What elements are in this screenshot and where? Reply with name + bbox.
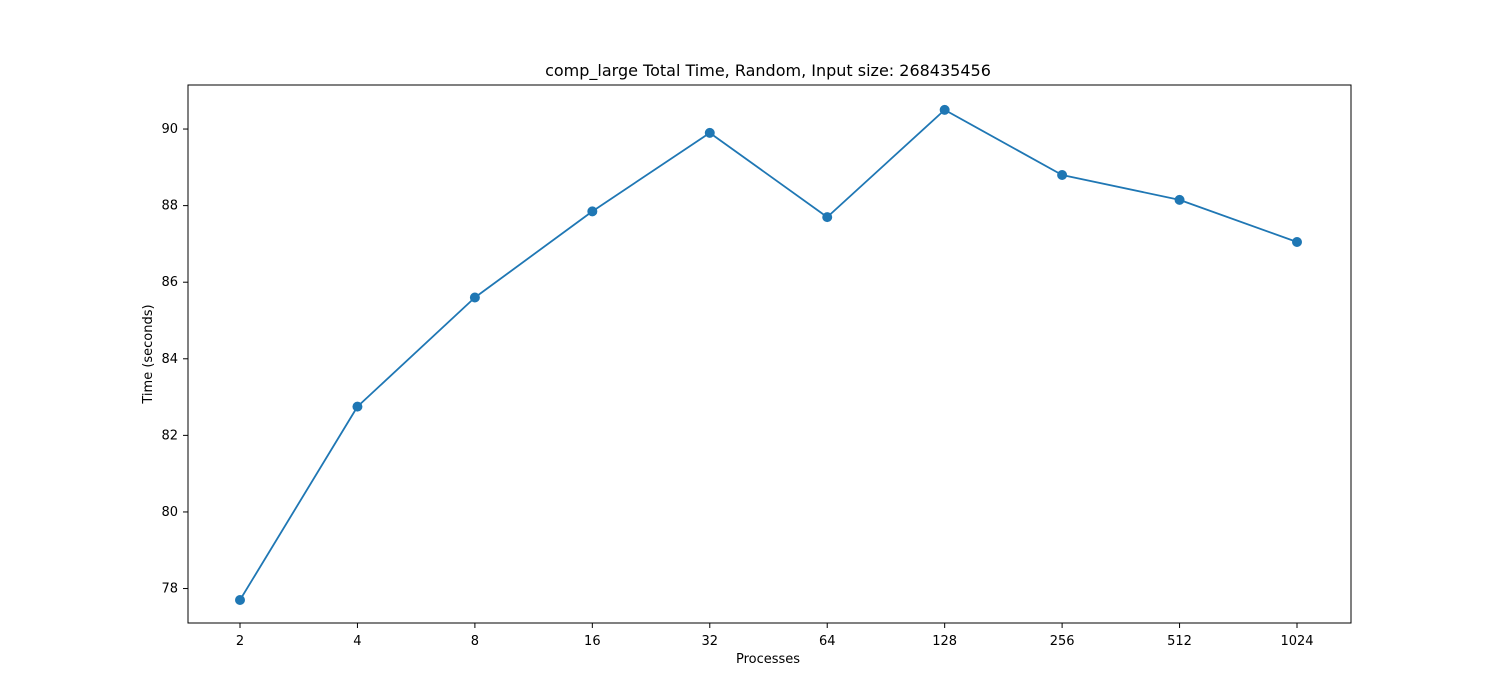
y-tick-label: 86 <box>161 275 178 290</box>
data-point <box>587 206 598 217</box>
data-point <box>939 104 950 115</box>
x-tick-label: 32 <box>702 634 719 649</box>
y-tick-label: 90 <box>161 122 178 137</box>
y-tick-label: 88 <box>161 199 178 214</box>
x-tick-label: 1024 <box>1280 634 1313 649</box>
y-tick-label: 82 <box>161 428 178 443</box>
plot-area <box>235 104 1302 606</box>
data-point <box>1292 236 1302 247</box>
data-point <box>352 401 363 412</box>
axes-frame <box>187 84 1352 624</box>
y-axis-label: Time (seconds) <box>141 304 156 404</box>
y-tick-label: 84 <box>161 352 178 367</box>
data-point <box>235 595 245 606</box>
data-point <box>704 127 715 138</box>
data-point <box>822 212 833 223</box>
x-tick-label: 2 <box>236 634 244 649</box>
x-tick-label: 512 <box>1167 634 1192 649</box>
x-tick-label: 8 <box>471 634 479 649</box>
x-tick-label: 256 <box>1050 634 1075 649</box>
data-point <box>1174 194 1185 205</box>
x-tick-label: 128 <box>932 634 957 649</box>
data-point <box>1057 169 1068 180</box>
x-tick-label: 4 <box>353 634 361 649</box>
chart-title: comp_large Total Time, Random, Input siz… <box>545 61 991 81</box>
y-tick-label: 80 <box>161 505 178 520</box>
x-axis: 2 4 8 16 32 64 128 256 512 1024 <box>236 623 1314 649</box>
y-tick-label: 78 <box>161 582 178 597</box>
series-line <box>239 108 1298 601</box>
x-tick-label: 64 <box>819 634 836 649</box>
y-axis: 78 80 82 84 86 88 90 <box>161 122 188 597</box>
data-point <box>469 292 480 303</box>
x-axis-label: Processes <box>736 652 800 667</box>
x-tick-label: 16 <box>584 634 601 649</box>
